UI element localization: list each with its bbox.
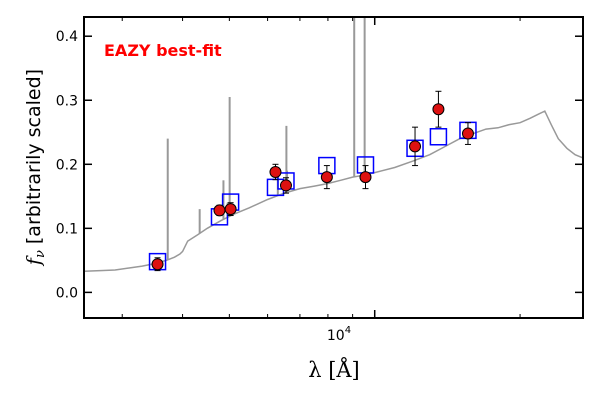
observed-point-1 bbox=[213, 204, 226, 217]
y-axis-label-subscript: ν bbox=[33, 250, 48, 258]
y-tick-label-0: 0.0 bbox=[56, 285, 78, 301]
observed-point-9 bbox=[461, 127, 474, 140]
template-spectrum bbox=[83, 17, 584, 272]
y-tick-label-1: 0.1 bbox=[56, 221, 78, 237]
observed-point-5 bbox=[320, 171, 333, 184]
observed-point-0 bbox=[151, 258, 164, 271]
template-continuum-line bbox=[83, 110, 584, 272]
x-tick-label-10000: 104 bbox=[327, 325, 351, 344]
annotation-eazy-best-fit: EAZY best-fit bbox=[104, 41, 222, 60]
x-tick-exponent: 4 bbox=[345, 325, 351, 336]
model-photometry-series bbox=[148, 121, 477, 271]
x-tick-base: 10 bbox=[327, 328, 345, 344]
observed-point-6 bbox=[359, 171, 372, 184]
observed-point-4 bbox=[279, 179, 292, 192]
observed-point-7 bbox=[409, 140, 422, 153]
axes: 0.0 0.1 0.2 0.3 0.4 bbox=[56, 16, 584, 319]
y-tick-label-4: 0.4 bbox=[56, 29, 78, 45]
observed-point-2 bbox=[224, 203, 237, 216]
y-axis-label-rest: [arbitrarily scaled] bbox=[23, 69, 45, 250]
observed-point-3 bbox=[269, 165, 282, 178]
y-tick-label-2: 0.2 bbox=[56, 157, 78, 173]
y-tick-label-3: 0.3 bbox=[56, 93, 78, 109]
observed-point-8 bbox=[432, 103, 445, 116]
y-axis-label: fν [arbitrarily scaled] bbox=[23, 69, 48, 267]
x-axis-label: λ [Å] bbox=[308, 357, 360, 382]
plot-frame bbox=[83, 16, 584, 319]
observed-photometry-series bbox=[151, 90, 474, 272]
model-square-8 bbox=[429, 128, 448, 146]
y-axis-label-symbol: f bbox=[23, 255, 45, 267]
